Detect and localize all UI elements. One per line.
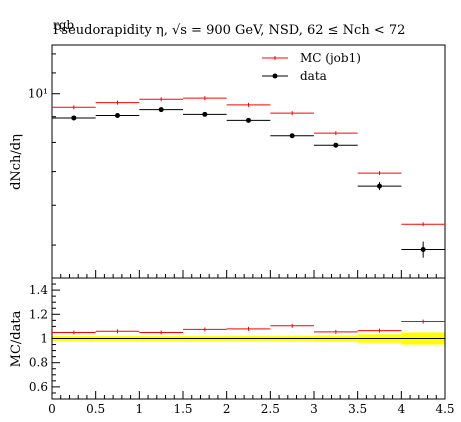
data-point	[420, 246, 426, 252]
main-panel: 10¹ dNch/dη	[9, 44, 446, 279]
main-y-tick-labels: 10¹	[28, 87, 48, 101]
legend-mc-label: MC (job1)	[300, 51, 361, 65]
ratio-y-tick-label: 0.8	[29, 356, 48, 370]
ratio-series-layer	[52, 319, 445, 335]
ratio-axis-ticks	[51, 277, 446, 400]
legend: MC (job1) data	[262, 51, 361, 83]
overlap-text: rgb	[53, 18, 74, 32]
x-tick-label: 0.5	[86, 402, 105, 416]
data-point	[333, 142, 339, 148]
ratio-y-axis-label: MC/data	[9, 310, 24, 367]
data-point	[115, 113, 120, 119]
data-point	[289, 133, 295, 139]
ratio-y-tick-labels: 0.6 0.8 1 1.2 1.4	[29, 283, 48, 394]
main-y-tick-label: 10¹	[28, 87, 48, 101]
ratio-y-tick-label: 1.4	[29, 283, 48, 297]
chart-title: Pseudorapidity η, √s = 900 GeV, NSD, 62 …	[53, 23, 405, 38]
data-point	[202, 111, 208, 117]
data-point	[377, 183, 382, 189]
x-tick-label: 2.5	[261, 402, 280, 416]
data-point	[246, 117, 251, 123]
x-tick-label: 4.5	[435, 402, 454, 416]
main-panel-frame	[51, 44, 446, 279]
main-y-axis-label: dNch/dη	[9, 134, 24, 190]
ratio-y-tick-label: 1.2	[29, 307, 48, 321]
main-series-layer	[52, 96, 445, 258]
ratio-y-tick-label: 1	[40, 332, 48, 346]
x-tick-label: 3	[310, 402, 318, 416]
x-tick-label: 3.5	[348, 402, 367, 416]
x-tick-label: 4	[398, 402, 406, 416]
main-axis-ticks	[51, 53, 446, 278]
ratio-panel: 0.6 0.8 1 1.2 1.4 0 0.5 1 1.5 2 2.5 3 3.5 4 4.5 MC/da…	[9, 277, 455, 416]
data-point	[71, 115, 77, 121]
x-tick-label: 1.5	[173, 402, 192, 416]
x-tick-label: 0	[48, 402, 56, 416]
data-point	[158, 107, 164, 113]
ratio-uncertainty-band	[52, 332, 445, 345]
legend-data-marker	[272, 73, 278, 79]
legend-data-label: data	[300, 69, 327, 83]
x-tick-labels: 0 0.5 1 1.5 2 2.5 3 3.5 4 4.5	[48, 402, 454, 416]
x-tick-label: 2	[223, 402, 231, 416]
ratio-y-tick-label: 0.6	[29, 380, 48, 394]
x-tick-label: 1	[136, 402, 144, 416]
